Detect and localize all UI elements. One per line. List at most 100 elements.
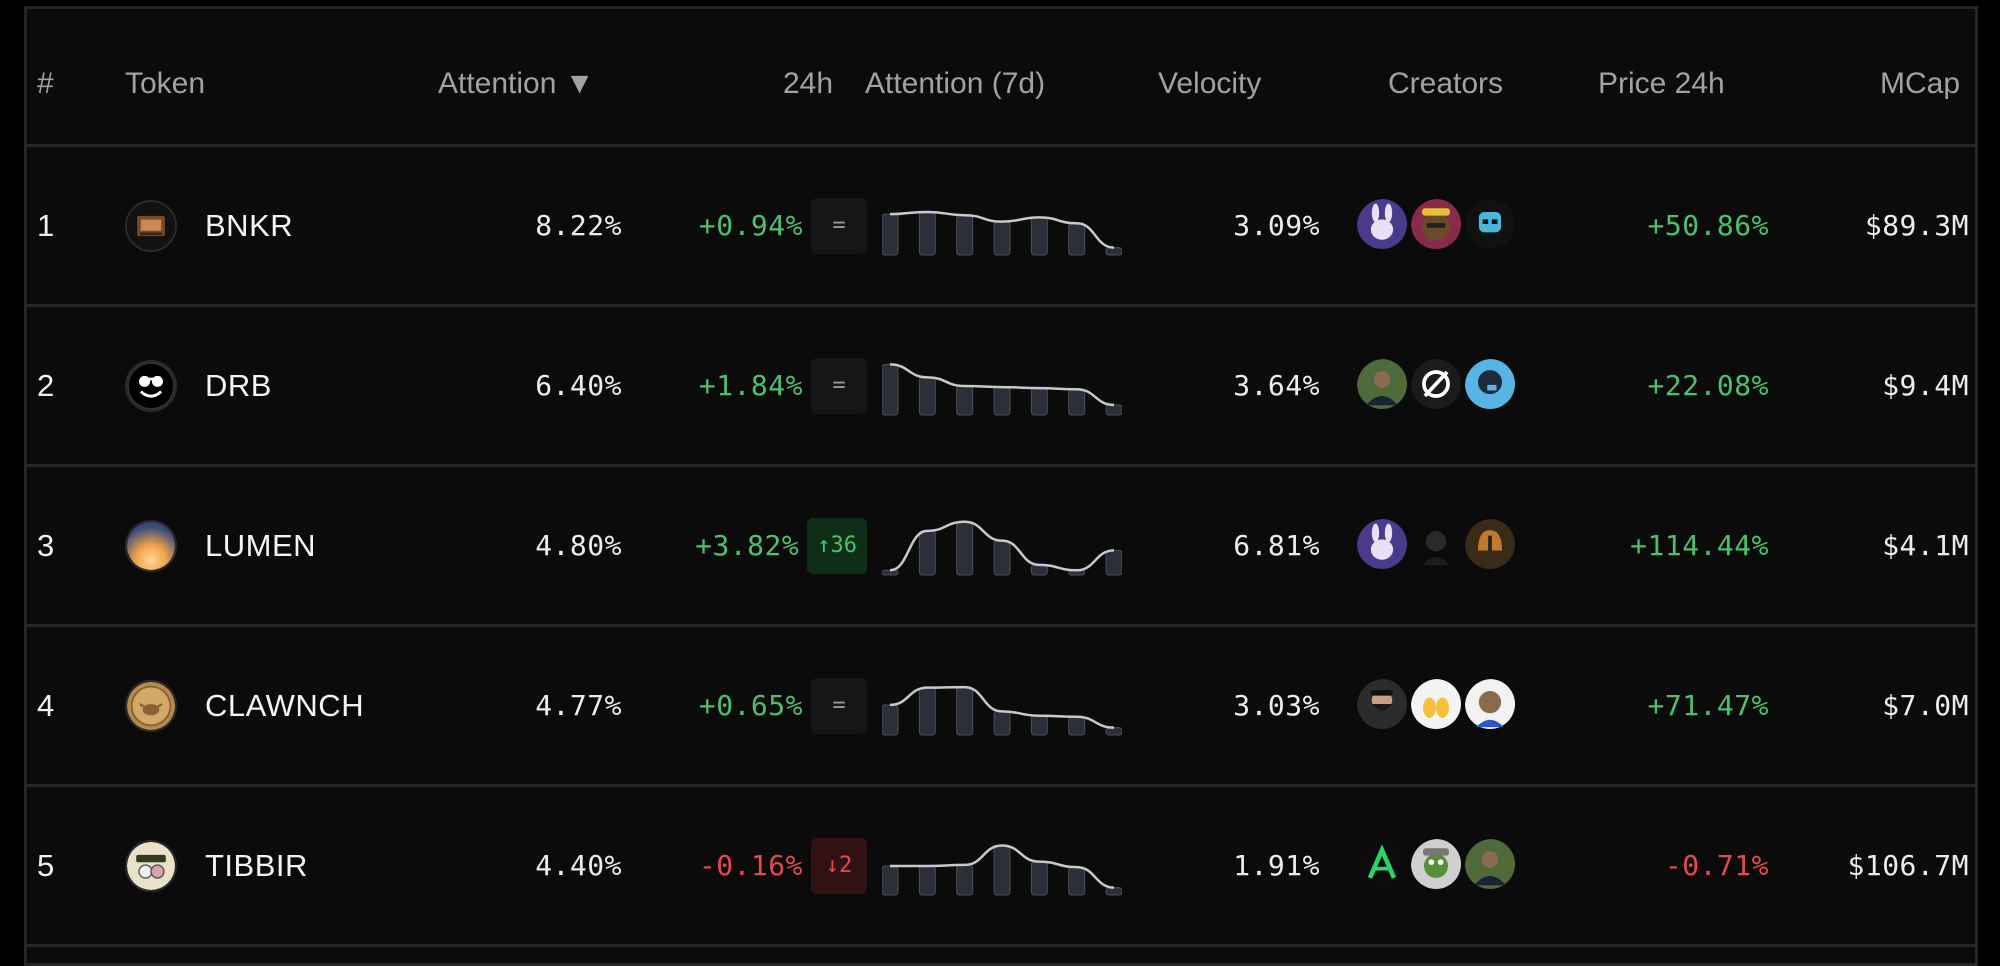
dark-figure-avatar[interactable]: [1409, 516, 1467, 575]
attention-bar: [882, 213, 899, 255]
attention-value: 4.80%: [535, 529, 622, 562]
attention-bar: [1030, 860, 1048, 895]
person-avatar[interactable]: [1355, 356, 1413, 415]
mcap-value: $9.4M: [1882, 369, 1969, 402]
change-24h-value: +3.82%: [695, 529, 800, 562]
cartoon-ape-avatar[interactable]: [1463, 676, 1521, 735]
rank-cell: 3: [37, 527, 55, 563]
attention-bar: [918, 865, 936, 895]
table-row[interactable]: 5 TIBBIR 4.40% -0.16% ↓2 1.91% -0.71% $1…: [27, 787, 1975, 947]
attention-7d-sparkline: [882, 467, 1132, 624]
header-attention-7d[interactable]: Attention (7d): [865, 67, 1046, 100]
attention-bar: [993, 539, 1011, 576]
hands-emoji-avatar[interactable]: [1409, 676, 1467, 735]
attention-bar: [918, 210, 936, 255]
attention-value: 4.40%: [535, 849, 622, 882]
drb-logo-icon: [125, 359, 177, 412]
attention-bar: [1030, 563, 1048, 576]
attention-value: 4.77%: [535, 689, 622, 722]
header-rank: #: [37, 67, 54, 100]
token-name: DRB: [205, 367, 272, 403]
price-24h-value: +114.44%: [1630, 529, 1769, 562]
attention-bar: [882, 703, 899, 735]
price-24h-value: -0.71%: [1664, 849, 1769, 882]
token-cell[interactable]: CLAWNCH: [125, 627, 364, 784]
velocity-value: 3.64%: [1233, 369, 1320, 402]
table-row[interactable]: 4 CLAWNCH 4.77% +0.65% = 3.03% +71.47% $…: [27, 627, 1975, 787]
header-24h[interactable]: 24h: [783, 67, 834, 100]
attention-value: 8.22%: [535, 209, 622, 242]
table-row[interactable]: 2 DRB 6.40% +1.84% = 3.64% +22.08% $9.4M: [27, 307, 1975, 467]
attention-bar: [918, 529, 936, 575]
attention-bar: [918, 686, 936, 735]
bearded-person-avatar[interactable]: [1355, 676, 1413, 735]
price-24h-value: +71.47%: [1647, 689, 1769, 722]
pepe-avatar[interactable]: [1409, 836, 1467, 895]
ape-avatar[interactable]: [1409, 196, 1467, 255]
creators-cell: [1355, 627, 1521, 784]
change-24h-cell: +3.82% ↑36: [647, 467, 867, 624]
purple-bunny-avatar[interactable]: [1355, 196, 1413, 255]
velocity-value: 3.09%: [1233, 209, 1320, 242]
person-avatar[interactable]: [1463, 836, 1521, 895]
header-attention[interactable]: Attention ▼: [438, 67, 595, 100]
token-name: LUMEN: [205, 527, 317, 563]
attention-bar: [993, 220, 1011, 255]
change-24h-cell: +1.84% =: [647, 307, 867, 464]
slash-logo-avatar[interactable]: [1409, 356, 1467, 415]
attention-bar: [1030, 714, 1048, 736]
creators-cell: [1355, 787, 1521, 944]
header-mcap[interactable]: MCap: [1880, 67, 1961, 100]
blue-head-avatar[interactable]: [1463, 356, 1521, 415]
creators-cell: [1355, 467, 1521, 624]
table-row[interactable]: 1 BNKR 8.22% +0.94% = 3.09% +50.86% $89.…: [27, 147, 1975, 307]
rank-change-badge: =: [811, 197, 867, 254]
attention-bar: [1030, 387, 1048, 415]
table-row[interactable]: 3 LUMEN 4.80% +3.82% ↑36 6.81% +114.44% …: [27, 467, 1975, 627]
attention-value: 6.40%: [535, 369, 622, 402]
header-price-24h[interactable]: Price 24h: [1598, 67, 1725, 100]
attention-7d-sparkline: [882, 307, 1132, 464]
rank-change-badge: ↑36: [807, 517, 867, 574]
attention-bar: [1105, 549, 1122, 575]
attention-bar: [1105, 403, 1122, 415]
tibbir-logo-icon: [125, 839, 177, 892]
green-a-logo-avatar[interactable]: [1355, 836, 1413, 895]
attention-bar: [993, 710, 1011, 736]
change-24h-cell: +0.94% =: [647, 147, 867, 304]
header-velocity[interactable]: Velocity: [1158, 67, 1262, 100]
mcap-value: $106.7M: [1847, 849, 1969, 882]
mcap-value: $89.3M: [1864, 209, 1969, 242]
velocity-value: 3.03%: [1233, 689, 1320, 722]
attention-bar: [882, 363, 899, 415]
attention-bar: [993, 844, 1011, 895]
lumen-logo-icon: [125, 519, 177, 572]
rank-change-badge: =: [811, 677, 867, 734]
attention-line: [889, 519, 1115, 572]
token-name: TIBBIR: [205, 847, 308, 883]
header-token[interactable]: Token: [125, 67, 206, 100]
token-cell[interactable]: BNKR: [125, 147, 293, 304]
creators-cell: [1355, 307, 1521, 464]
attention-line: [890, 843, 1115, 889]
attention-bar: [1030, 216, 1048, 255]
token-cell[interactable]: TIBBIR: [125, 787, 308, 944]
helmet-avatar[interactable]: [1463, 516, 1521, 575]
attention-bar: [956, 863, 974, 895]
token-cell[interactable]: LUMEN: [125, 467, 316, 624]
skull-avatar[interactable]: [1463, 196, 1521, 255]
token-cell[interactable]: DRB: [125, 307, 272, 464]
rank-cell: 4: [37, 687, 55, 723]
change-24h-cell: +0.65% =: [647, 627, 867, 784]
rank-cell: 2: [37, 367, 55, 403]
attention-bar: [956, 686, 974, 736]
attention-bar: [1068, 866, 1086, 896]
rank-change-badge: ↓2: [811, 837, 867, 894]
change-24h-cell: -0.16% ↓2: [647, 787, 867, 944]
header-creators[interactable]: Creators: [1388, 67, 1504, 100]
attention-bar: [1068, 388, 1086, 416]
purple-bunny-avatar[interactable]: [1355, 516, 1413, 575]
attention-7d-sparkline: [882, 627, 1132, 784]
change-24h-value: +1.84%: [698, 369, 803, 402]
price-24h-value: +22.08%: [1647, 369, 1769, 402]
